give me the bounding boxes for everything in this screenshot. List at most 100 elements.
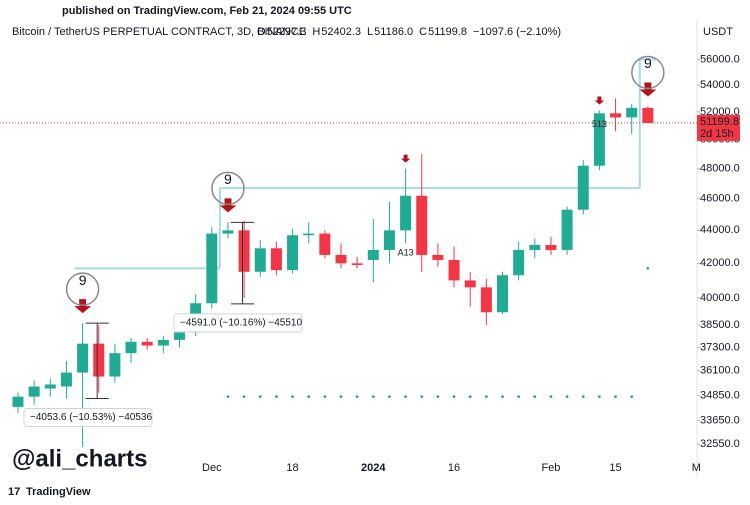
candle-body — [577, 165, 589, 210]
dot — [501, 395, 504, 399]
dot — [484, 395, 488, 399]
candle-body — [545, 244, 557, 250]
dot — [565, 395, 569, 399]
measure-label: −4591.0 (−10.16%) −45510 — [180, 318, 302, 329]
candle-body — [77, 343, 89, 373]
watermark: @ali_charts — [12, 445, 147, 472]
dot — [436, 395, 440, 399]
y-tick-label: 46000.0 — [700, 193, 740, 205]
y-tick-label: 38500.0 — [700, 319, 740, 331]
nine-label: 9 — [79, 272, 87, 288]
candle-body — [610, 113, 622, 118]
nine-circle — [211, 171, 245, 206]
logo-mark: 17 — [8, 486, 20, 498]
candle-body — [157, 339, 169, 346]
candle-body — [593, 113, 605, 166]
dot — [339, 395, 343, 399]
candle-body — [480, 287, 492, 313]
dot — [581, 395, 585, 399]
candle-body — [287, 235, 299, 271]
ohlc-value: 52297.3 — [267, 26, 307, 38]
candle-body — [319, 233, 331, 255]
y-tick-label: 34850.0 — [700, 390, 740, 402]
sell-arrow — [639, 82, 657, 97]
dot — [388, 395, 391, 399]
ohlc-value: 52402.3 — [321, 26, 361, 38]
dot — [614, 395, 617, 399]
y-tick-label: 36100.0 — [700, 365, 740, 377]
candle-body — [383, 230, 395, 250]
dot — [630, 395, 634, 399]
candle-body — [28, 386, 40, 397]
candle-body — [464, 280, 476, 288]
ohlc-value: 51199.8 — [428, 26, 467, 38]
sell-arrow — [219, 198, 237, 213]
x-tick-label: 16 — [448, 462, 460, 474]
dot — [452, 395, 456, 399]
dot — [420, 395, 424, 399]
candle-body — [60, 372, 72, 387]
y-tick-label: 37300.0 — [700, 341, 740, 353]
dot — [226, 395, 230, 399]
candle-body — [626, 107, 638, 118]
x-tick-label: 15 — [609, 462, 621, 474]
candle-body — [335, 254, 347, 264]
nine-label: 9 — [644, 55, 652, 71]
change: −1097.6 (−2.10%) — [473, 26, 561, 38]
countdown: 2d 15h — [700, 128, 734, 140]
y-tick-label: 54000.0 — [700, 79, 740, 91]
dot — [549, 395, 553, 399]
ohlc-value: 51186.0 — [374, 26, 413, 38]
candle-body — [222, 230, 234, 234]
candle-body — [529, 244, 541, 250]
x-tick-label: Feb — [541, 462, 560, 474]
signal-label: 513 — [592, 119, 607, 129]
dot — [371, 395, 375, 399]
measure-box — [173, 313, 303, 333]
dot — [646, 267, 650, 270]
candle-body — [44, 384, 56, 389]
candle-body — [497, 275, 508, 313]
candle-body — [416, 195, 428, 255]
dot — [404, 395, 407, 399]
sell-arrow — [400, 154, 411, 163]
candle-body — [93, 343, 105, 377]
dot — [307, 395, 311, 399]
candle-body — [432, 254, 444, 260]
dot — [517, 395, 521, 399]
symbol: Bitcoin / TetherUS PERPETUAL CONTRACT, 3… — [12, 26, 306, 38]
x-tick-label: Dec — [202, 462, 222, 474]
signal-label: A13 — [398, 248, 414, 258]
price-box — [697, 114, 740, 141]
y-tick-label: 44000.0 — [700, 224, 740, 236]
candle-body — [141, 341, 153, 346]
candle-body — [254, 248, 266, 272]
candle-body — [400, 195, 412, 231]
dot — [468, 395, 472, 399]
nine-label: 9 — [224, 171, 232, 187]
x-tick-label: 18 — [286, 462, 298, 474]
candle-body — [238, 230, 250, 272]
candle-body — [367, 249, 379, 260]
candle-body — [513, 249, 525, 276]
dot — [355, 395, 359, 399]
y-tick-label: 33650.0 — [700, 414, 740, 426]
candle-body — [351, 263, 363, 266]
y-tick-label: 52000.0 — [700, 106, 740, 118]
candle-body — [642, 107, 654, 123]
sell-arrow — [74, 299, 92, 314]
measure-box — [23, 408, 153, 428]
y-tick-label: 56000.0 — [700, 53, 740, 65]
price-label: 51199.8 — [700, 116, 739, 128]
dot — [533, 395, 537, 399]
candle-body — [109, 353, 121, 377]
candle-body — [561, 209, 573, 250]
dot — [323, 395, 327, 399]
currency: USDT — [703, 26, 733, 38]
candle-body — [303, 233, 315, 236]
candle-body — [174, 332, 185, 340]
candle-body — [125, 341, 137, 354]
ohlc-letter: L — [367, 26, 373, 38]
candle-body — [12, 396, 24, 407]
